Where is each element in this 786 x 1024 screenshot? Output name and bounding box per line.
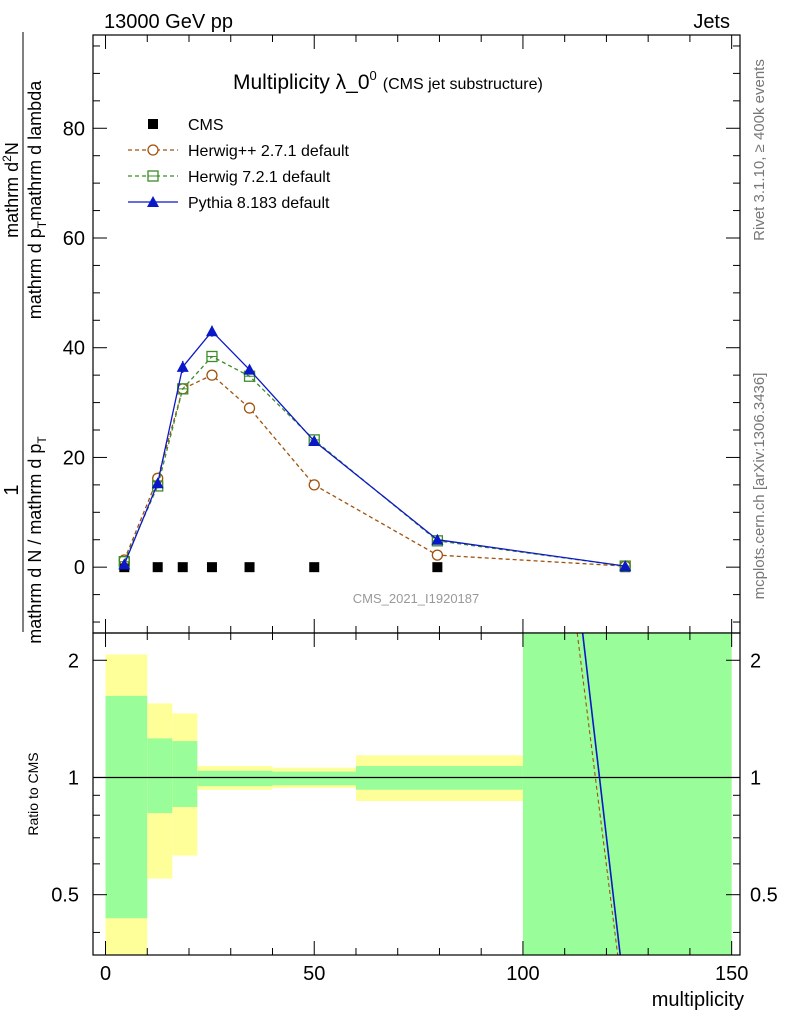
- main-y-tick-label: 20: [63, 447, 85, 469]
- legend-pythia-label: Pythia 8.183 default: [188, 195, 330, 212]
- ratio-y-label: Ratio to CMS: [25, 752, 41, 835]
- herwigpp-point: [206, 369, 218, 381]
- main-y-tick-label: 60: [63, 228, 85, 250]
- pythia-point: [308, 434, 321, 446]
- cms-data-point: [309, 562, 320, 573]
- pythia-point: [243, 363, 256, 375]
- main-series-layer: [118, 325, 632, 573]
- ylabel-den-2-b: mathrm d lambda: [25, 80, 45, 221]
- mcplots-credit: mcplots.cern.ch [arXiv:1306.3436]: [751, 373, 768, 600]
- chart-title-main: Multiplicity λ_0: [233, 71, 370, 94]
- ylabel-num-2: mathrm d2N: [0, 142, 22, 238]
- ratio-x-axis: 0 50 100 150: [100, 633, 748, 985]
- ratio-lines-layer: [93, 632, 740, 956]
- main-y-tick-label: 0: [74, 557, 85, 579]
- pythia-point: [176, 360, 189, 372]
- ylabel-den-1-text: mathrm d N / mathrm d p: [25, 444, 45, 644]
- ylabel-den-2-sub: T: [35, 220, 49, 228]
- ratio-bands-layer: [105, 633, 732, 955]
- ratio-y-tick-label-right: 2: [750, 650, 761, 672]
- main-x-ticks: [105, 35, 733, 633]
- x-tick-label: 100: [506, 963, 539, 985]
- cms-data-point: [177, 562, 188, 573]
- main-y-label: 1 mathrm d N / mathrm d pT mathrm d2N ma…: [0, 32, 49, 644]
- cms-data-point: [432, 562, 443, 573]
- ylabel-num-2-a: mathrm d: [2, 162, 22, 238]
- ratio-stat-uncertainty-band: [272, 771, 356, 786]
- ratio-y-axis: 0.5 0.5 1 1 2 2: [51, 650, 778, 933]
- ratio-panel: 0.5 0.5 1 1 2 2 0 50 100 150 Ratio to CMS multip…: [25, 632, 778, 1011]
- legend-cms-marker: [148, 119, 158, 129]
- category-label: Jets: [693, 11, 730, 33]
- legend-cms-label: CMS: [188, 117, 224, 134]
- pythia-point: [431, 533, 444, 545]
- ratio-line-0: [576, 632, 619, 956]
- main-y-tick-label: 80: [63, 118, 85, 140]
- legend-herwig7-label: Herwig 7.2.1 default: [188, 169, 331, 186]
- cms-data-point: [244, 562, 255, 573]
- herwigpp-point: [431, 549, 444, 561]
- pythia-point: [205, 325, 218, 337]
- chart-title-sup: 0: [370, 68, 377, 83]
- ratio-stat-uncertainty-band: [522, 633, 732, 955]
- ratio-stat-uncertainty-band: [197, 770, 273, 787]
- series-line-1: [123, 374, 626, 567]
- ratio-y-tick-label-right: 0.5: [750, 885, 778, 907]
- ratio-y-tick-label-left: 0.5: [51, 885, 79, 907]
- pythia-point: [151, 477, 164, 489]
- ratio-stat-uncertainty-band: [105, 695, 148, 919]
- legend-herwigpp-marker: [147, 144, 159, 156]
- ratio-line-1: [581, 632, 621, 956]
- legend-herwigpp-label: Herwig++ 2.7.1 default: [188, 143, 350, 160]
- ylabel-num-2-sup: 2: [0, 155, 14, 162]
- ratio-y-tick-label-left: 1: [68, 767, 79, 789]
- ratio-stat-uncertainty-band: [172, 741, 198, 807]
- x-axis-label: multiplicity: [652, 989, 744, 1011]
- chart-subtitle: (CMS jet substructure): [383, 76, 543, 93]
- ratio-stat-uncertainty-band: [147, 738, 173, 814]
- pythia-point: [118, 558, 131, 570]
- cms-data-point: [152, 562, 163, 573]
- energy-label: 13000 GeV pp: [104, 11, 233, 33]
- series-line-2: [123, 355, 626, 567]
- herwigpp-point: [243, 402, 256, 414]
- herwigpp-point: [308, 479, 320, 491]
- legend: CMS Herwig++ 2.7.1 default Herwig 7.2.1 …: [128, 117, 350, 212]
- ylabel-den-2-a: mathrm d p: [25, 228, 45, 319]
- ylabel-den-2: mathrm d pTmathrm d lambda: [25, 80, 49, 319]
- rivet-credit: Rivet 3.1.10, ≥ 400k events: [751, 59, 768, 241]
- cms-data-point: [206, 562, 217, 573]
- ratio-y-tick-label-left: 2: [68, 650, 79, 672]
- series-line-3: [123, 330, 626, 567]
- ratio-frame: [92, 632, 741, 956]
- ylabel-num-2-b: N: [2, 142, 22, 155]
- x-tick-label: 0: [100, 963, 111, 985]
- x-tick-label: 150: [715, 963, 748, 985]
- ylabel-den-1-sub: T: [35, 436, 49, 444]
- legend-pythia-marker: [147, 196, 159, 207]
- pythia-point: [619, 560, 632, 572]
- analysis-id: CMS_2021_I1920187: [353, 591, 480, 606]
- ratio-y-tick-label-right: 1: [750, 767, 761, 789]
- main-y-axis: 0 20 40 60 80: [63, 45, 740, 623]
- ylabel-num-1: 1: [1, 484, 23, 495]
- ylabel-den-1: mathrm d N / mathrm d pT: [25, 436, 49, 644]
- main-y-tick-label: 40: [63, 338, 85, 360]
- x-tick-label: 50: [303, 963, 325, 985]
- chart-title: Multiplicity λ_00 (CMS jet substructure): [233, 68, 543, 94]
